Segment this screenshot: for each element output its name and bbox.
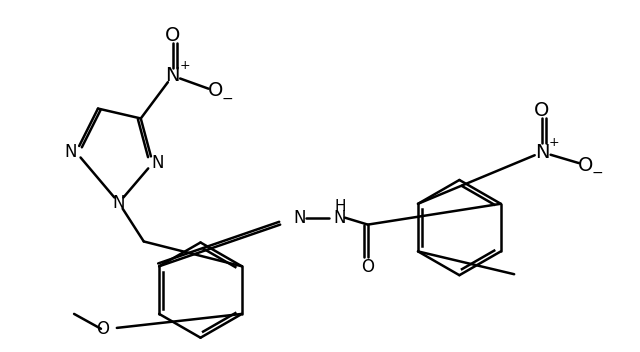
Text: N: N [333, 209, 346, 227]
Text: O: O [362, 258, 374, 276]
Text: +: + [548, 136, 559, 149]
Text: O: O [165, 26, 180, 45]
Text: O: O [97, 320, 109, 338]
Text: −: − [592, 166, 604, 180]
Text: O: O [578, 156, 593, 175]
Text: O: O [208, 81, 223, 100]
Text: N: N [65, 143, 77, 161]
Text: −: − [221, 92, 233, 106]
Text: N: N [165, 66, 180, 85]
Text: N: N [294, 209, 307, 227]
Text: N: N [152, 154, 164, 172]
Text: H: H [334, 199, 346, 214]
Text: N: N [535, 143, 549, 162]
Text: N: N [113, 194, 125, 212]
Text: O: O [534, 101, 550, 120]
Text: +: + [179, 59, 190, 73]
